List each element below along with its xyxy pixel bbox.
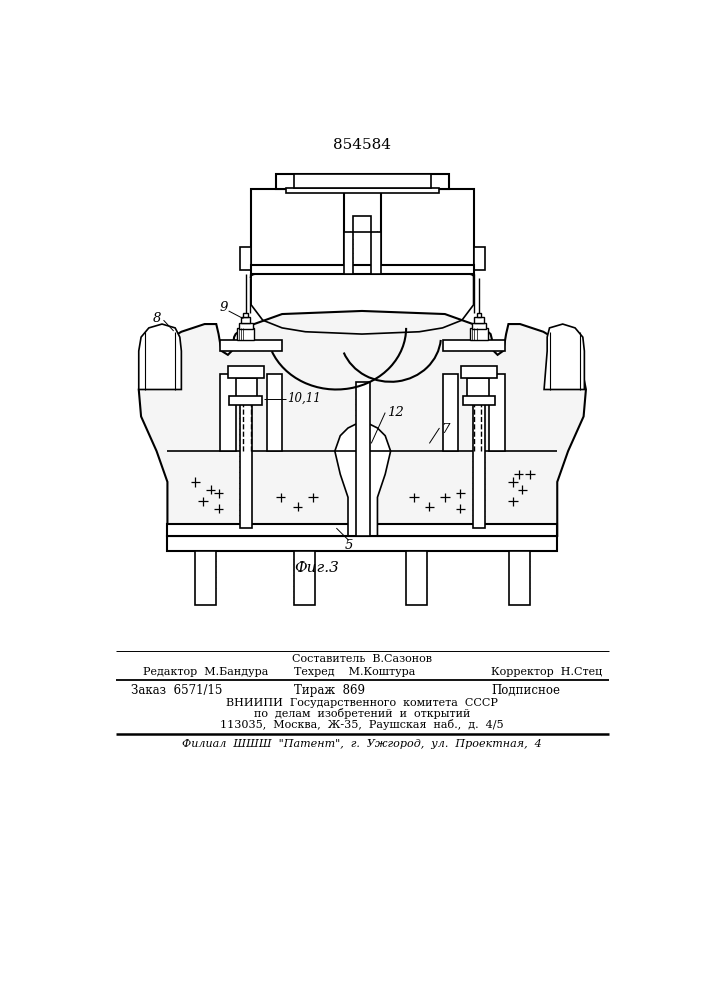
Polygon shape	[139, 324, 182, 389]
Text: 9: 9	[220, 301, 228, 314]
Text: 7: 7	[441, 423, 450, 436]
Bar	[443, 340, 505, 351]
Bar	[293, 551, 315, 605]
Bar	[240, 247, 251, 270]
Text: Подписное: Подписное	[491, 684, 561, 697]
Text: ВНИИПИ  Государственного  комитета  СССР: ВНИИПИ Государственного комитета СССР	[226, 698, 498, 708]
Bar	[467, 378, 491, 397]
Text: 10,11: 10,11	[288, 392, 321, 405]
Bar	[228, 366, 264, 378]
Polygon shape	[335, 424, 391, 536]
Text: Фиг.3: Фиг.3	[295, 561, 339, 575]
Text: Заказ  6571/15: Заказ 6571/15	[131, 684, 223, 697]
Text: по  делам  изобретений  и  открытий: по делам изобретений и открытий	[254, 708, 470, 719]
Bar	[241, 317, 250, 323]
Bar	[286, 188, 438, 193]
Bar	[237, 328, 255, 340]
Bar	[293, 174, 431, 188]
Bar	[406, 551, 427, 605]
Polygon shape	[544, 324, 585, 389]
Text: 854584: 854584	[333, 138, 391, 152]
Bar	[473, 374, 485, 528]
Text: Редактор  М.Бандура: Редактор М.Бандура	[143, 667, 268, 677]
Polygon shape	[139, 311, 586, 536]
Text: Филиал  ШШШ  "Патент",  г.  Ужгород,  ул.  Проектная,  4: Филиал ШШШ "Патент", г. Ужгород, ул. Про…	[182, 739, 542, 749]
Bar	[356, 382, 370, 536]
Bar	[380, 189, 474, 266]
Bar	[461, 366, 497, 378]
Bar	[251, 189, 344, 266]
Bar	[243, 312, 248, 317]
Bar	[509, 551, 530, 605]
Text: 12: 12	[387, 406, 404, 419]
Text: 5: 5	[344, 539, 353, 552]
Text: 8: 8	[153, 312, 161, 325]
Text: Корректор  Н.Стец: Корректор Н.Стец	[491, 667, 602, 677]
Bar	[239, 323, 252, 329]
Bar	[168, 536, 557, 551]
Bar	[470, 328, 488, 340]
Bar	[474, 317, 484, 323]
Bar	[462, 396, 495, 405]
Bar	[234, 378, 257, 397]
Bar	[267, 374, 282, 451]
Bar	[195, 551, 216, 605]
Bar	[240, 374, 252, 528]
Bar	[371, 232, 380, 274]
Bar	[443, 374, 458, 451]
Text: Тираж  869: Тираж 869	[293, 684, 365, 697]
Bar	[344, 232, 354, 274]
Bar	[477, 312, 481, 317]
Bar	[489, 374, 505, 451]
Bar	[276, 174, 449, 189]
Bar	[472, 323, 486, 329]
Bar	[168, 524, 557, 536]
Text: Техред    М.Коштура: Техред М.Коштура	[293, 667, 415, 677]
Bar	[220, 340, 282, 351]
Bar	[220, 374, 235, 451]
Text: 113035,  Москва,  Ж-35,  Раушская  наб.,  д.  4/5: 113035, Москва, Ж-35, Раушская наб., д. …	[220, 719, 504, 730]
Bar	[354, 216, 371, 232]
Text: Составитель  В.Сазонов: Составитель В.Сазонов	[292, 654, 432, 664]
Bar	[230, 396, 262, 405]
Bar	[251, 265, 474, 274]
Bar	[474, 247, 485, 270]
